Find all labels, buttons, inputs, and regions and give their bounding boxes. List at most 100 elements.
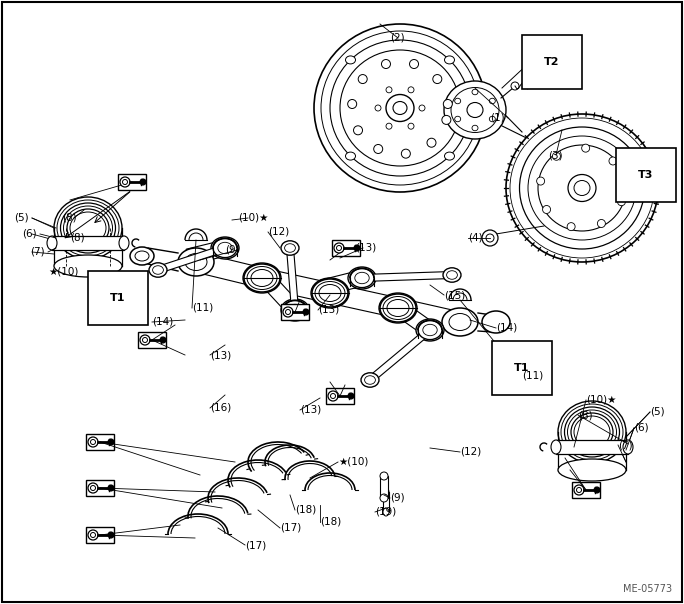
Circle shape [88,437,98,447]
Ellipse shape [386,123,392,129]
Bar [281,304,309,320]
Text: (9): (9) [225,245,239,255]
Text: (12): (12) [460,447,482,457]
Ellipse shape [581,144,590,152]
Polygon shape [368,327,432,383]
Ellipse shape [130,247,154,265]
Ellipse shape [211,237,239,259]
Ellipse shape [70,212,106,244]
Circle shape [348,393,354,399]
Ellipse shape [373,144,383,153]
Text: (6): (6) [634,423,648,433]
Bar [556,440,628,454]
Ellipse shape [353,271,371,285]
Bar [86,434,114,450]
Text: T1: T1 [110,293,126,303]
Ellipse shape [345,152,356,160]
Ellipse shape [574,181,590,196]
Bar [138,332,166,348]
Ellipse shape [286,303,304,317]
Text: (18): (18) [320,517,341,527]
Ellipse shape [561,404,623,460]
Ellipse shape [538,145,626,231]
Ellipse shape [67,209,109,247]
Text: (11): (11) [192,303,213,313]
Circle shape [88,483,98,493]
Circle shape [88,530,98,540]
Ellipse shape [623,440,633,454]
Text: (17): (17) [245,540,266,550]
Ellipse shape [506,114,658,262]
Circle shape [90,440,96,445]
Ellipse shape [419,105,425,111]
Ellipse shape [345,56,356,64]
Text: (17): (17) [280,523,301,533]
Ellipse shape [455,116,461,122]
Text: (11): (11) [522,370,543,380]
Circle shape [337,245,341,251]
Bar [118,174,146,190]
Text: (5): (5) [650,407,665,417]
Ellipse shape [60,203,116,253]
Ellipse shape [47,236,57,250]
Ellipse shape [408,123,414,129]
Text: (12): (12) [268,227,289,237]
Ellipse shape [443,268,461,282]
Bar [380,476,388,498]
Text: (7): (7) [618,440,633,450]
Ellipse shape [312,279,348,307]
Ellipse shape [64,206,112,250]
Circle shape [594,487,600,493]
Text: ★(10): ★(10) [48,267,79,277]
Text: (8): (8) [70,233,85,243]
Polygon shape [186,240,227,265]
Ellipse shape [54,255,122,277]
Ellipse shape [350,268,374,288]
Circle shape [328,391,338,401]
Polygon shape [157,245,226,274]
Ellipse shape [361,373,379,387]
Bar [326,388,354,404]
Bar [86,480,114,496]
Text: (1): (1) [490,113,505,123]
Text: (8): (8) [62,213,77,223]
Ellipse shape [348,267,376,289]
Ellipse shape [365,376,376,384]
Circle shape [108,532,114,538]
Ellipse shape [408,87,414,93]
Text: T3: T3 [638,170,654,180]
Circle shape [283,307,293,317]
Text: (2): (2) [390,33,405,43]
Ellipse shape [567,223,575,231]
Ellipse shape [149,263,167,277]
Ellipse shape [410,60,419,68]
Ellipse shape [558,401,626,463]
Ellipse shape [618,198,625,206]
Ellipse shape [447,271,458,279]
Circle shape [574,485,584,495]
Circle shape [142,338,148,342]
Circle shape [108,485,114,491]
Ellipse shape [467,103,483,118]
Ellipse shape [153,266,163,274]
Ellipse shape [288,304,302,316]
Ellipse shape [314,24,486,192]
Text: T1: T1 [514,363,529,373]
Ellipse shape [281,299,309,321]
Ellipse shape [571,413,613,451]
Ellipse shape [568,410,616,454]
Ellipse shape [442,308,478,336]
Ellipse shape [564,407,620,457]
Ellipse shape [482,311,510,333]
Ellipse shape [520,127,644,249]
Ellipse shape [609,157,617,165]
Polygon shape [362,272,452,281]
Circle shape [108,439,114,445]
Circle shape [354,245,360,251]
Bar [383,492,389,512]
Ellipse shape [57,200,119,256]
Ellipse shape [387,300,409,316]
Ellipse shape [355,272,369,284]
Polygon shape [396,298,462,332]
Ellipse shape [455,98,461,104]
